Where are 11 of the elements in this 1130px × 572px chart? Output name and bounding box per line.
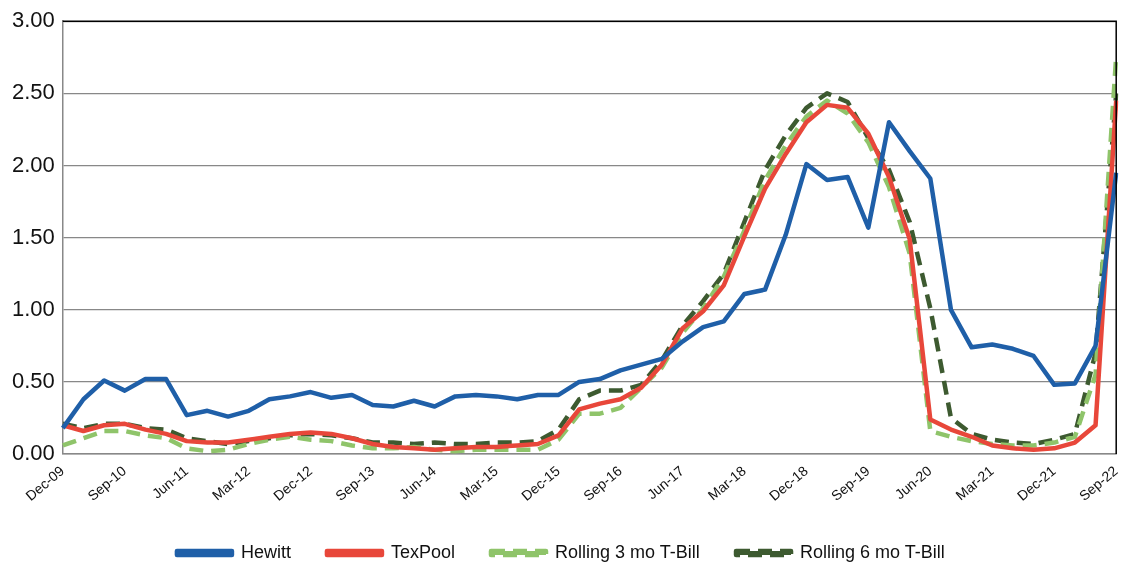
y-tick-label: 1.50 [11,223,55,249]
y-tick-label: 2.00 [11,151,55,177]
legend-label: Hewitt [240,541,291,562]
y-tick-label: 0.00 [11,440,55,466]
legend-label: Rolling 6 mo T-Bill [800,541,945,562]
y-tick-label: 1.00 [11,295,55,321]
legend-label: Rolling 3 mo T-Bill [554,541,700,562]
y-tick-label: 3.00 [11,7,55,33]
legend-label: TexPool [390,541,455,562]
y-tick-label: 2.50 [11,79,55,105]
y-tick-label: 0.50 [11,368,55,394]
